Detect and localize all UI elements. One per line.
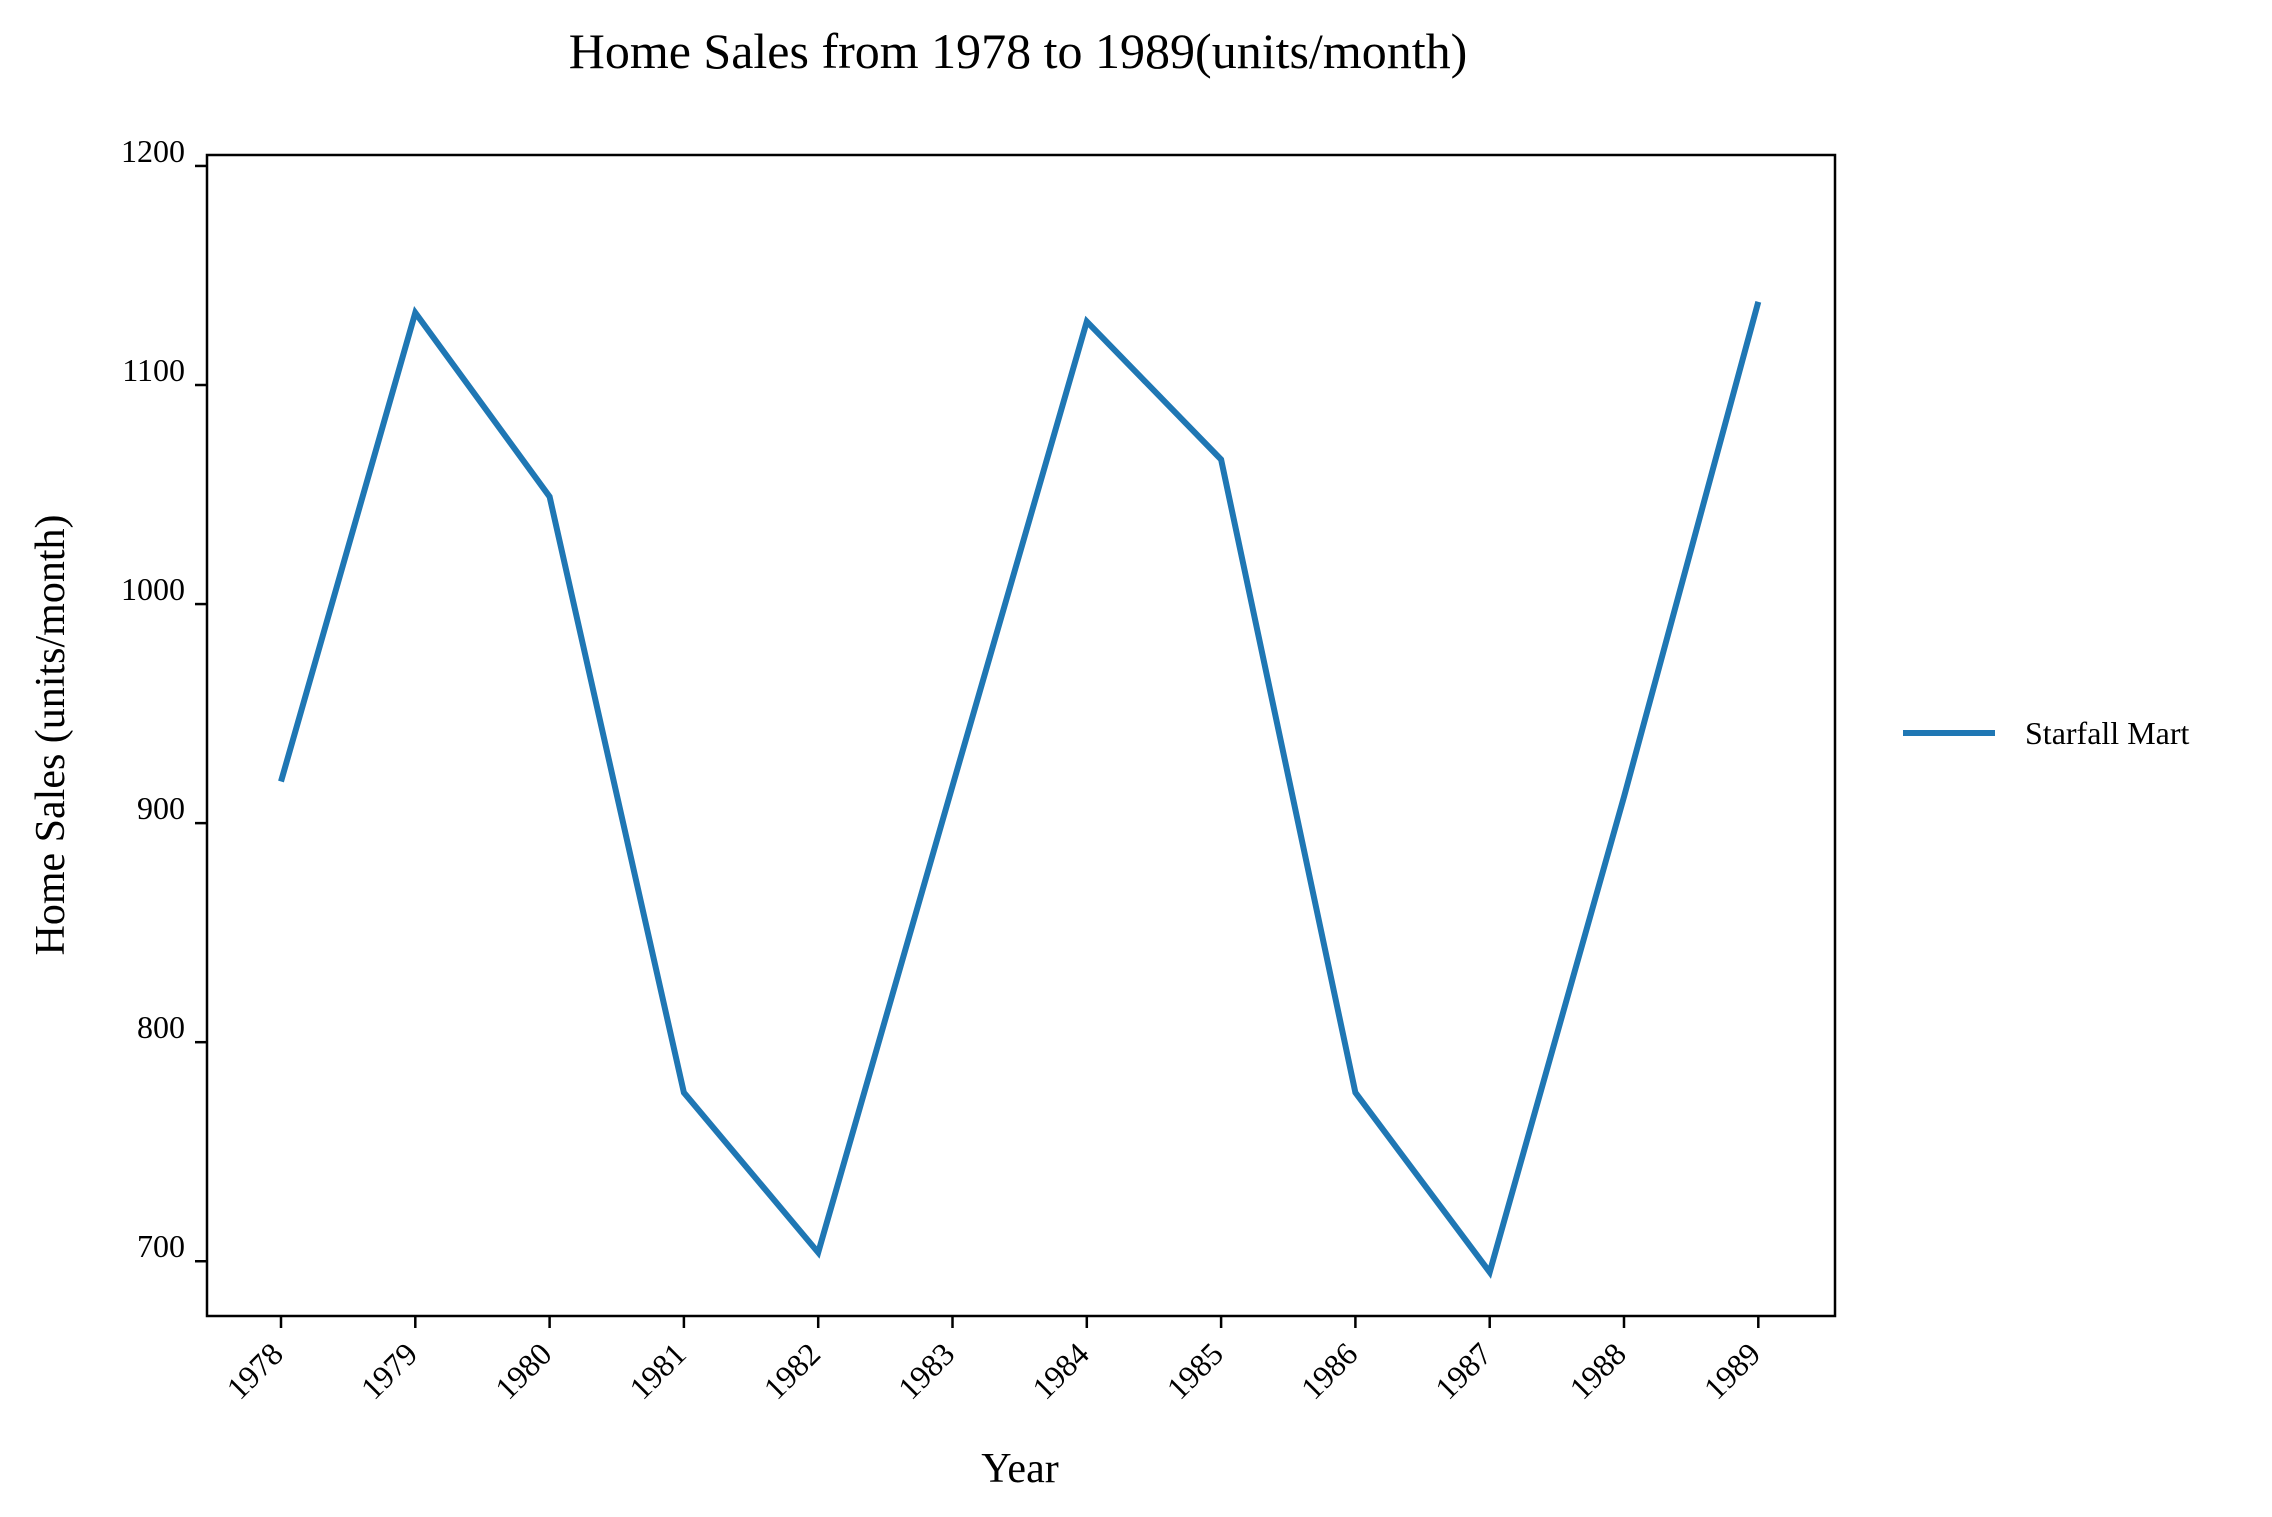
- x-tick-label: 1982: [756, 1335, 827, 1406]
- chart-title: Home Sales from 1978 to 1989(units/month…: [569, 23, 1468, 79]
- y-axis-label: Home Sales (units/month): [28, 515, 74, 956]
- y-tick-label: 700: [137, 1228, 185, 1264]
- y-tick-label: 1200: [121, 133, 185, 169]
- plot-frame: [205, 153, 1837, 1318]
- x-axis-label: Year: [981, 1446, 1058, 1492]
- x-tick-label: 1986: [1294, 1335, 1365, 1406]
- y-tick-label: 1000: [121, 571, 185, 607]
- legend: Starfall Mart: [1903, 715, 2190, 751]
- series-line-starfall-mart: [278, 301, 1762, 1279]
- x-tick-label: 1980: [488, 1335, 559, 1406]
- x-tick-label: 1979: [354, 1335, 425, 1406]
- x-tick-label: 1985: [1159, 1335, 1230, 1406]
- plot-area: 700 800 900 1000 1100 1200 1978 1979 1980 1981 198…: [121, 133, 1837, 1406]
- x-tick-label: 1981: [622, 1335, 693, 1406]
- y-tick-label: 900: [137, 790, 185, 826]
- x-tick-label: 1978: [219, 1335, 290, 1406]
- x-tick-label: 1984: [1025, 1335, 1096, 1406]
- x-tick-label: 1983: [891, 1335, 962, 1406]
- y-tick-label: 1100: [122, 352, 185, 388]
- x-tick-label: 1988: [1562, 1335, 1633, 1406]
- x-tick-label: 1989: [1697, 1335, 1768, 1406]
- y-tick-label: 800: [137, 1009, 185, 1045]
- x-tick-label: 1987: [1428, 1335, 1499, 1406]
- legend-label: Starfall Mart: [2025, 715, 2190, 751]
